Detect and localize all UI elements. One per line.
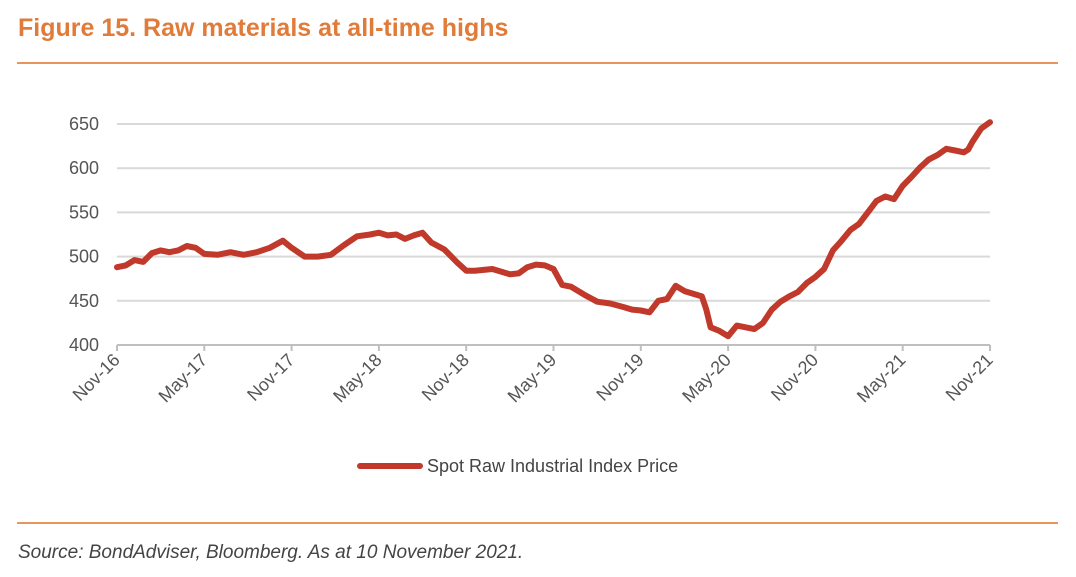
x-axis-tick-labels: Nov-16 May-17 Nov-17 May-18 Nov-18 May-19 Nov-…	[69, 350, 997, 407]
x-tick-label: May-17	[155, 350, 212, 407]
x-tick-label: May-18	[329, 350, 386, 407]
legend: Spot Raw Industrial Index Price	[357, 456, 678, 476]
x-tick-label: May-20	[678, 350, 735, 407]
footer-divider	[17, 522, 1058, 524]
line-chart: 400 450 500 550 600 650 Nov-16 May-17 Nov-17 May…	[69, 114, 997, 476]
x-tick-label: Nov-16	[69, 350, 124, 405]
source-note: Source: BondAdviser, Bloomberg. As at 10…	[18, 542, 524, 563]
y-tick-label-450: 450	[69, 291, 99, 311]
title-divider	[17, 62, 1058, 64]
legend-label: Spot Raw Industrial Index Price	[427, 456, 678, 476]
x-tick-label: May-21	[853, 350, 910, 407]
x-tick-label: Nov-18	[418, 350, 473, 405]
x-tick-label: Nov-17	[243, 350, 298, 405]
y-axis-tick-labels: 400 450 500 550 600 650	[69, 114, 99, 355]
x-axis-ticks	[116, 345, 991, 351]
y-tick-label-400: 400	[69, 335, 99, 355]
y-tick-label-500: 500	[69, 247, 99, 267]
x-tick-label: Nov-20	[767, 350, 822, 405]
figure-title: Figure 15. Raw materials at all-time hig…	[18, 14, 509, 42]
gridlines	[117, 123, 990, 302]
x-tick-label: May-19	[504, 350, 561, 407]
y-tick-label-650: 650	[69, 114, 99, 134]
series-line-spot-raw-industrial-index	[114, 119, 993, 340]
y-tick-label-600: 600	[69, 158, 99, 178]
y-tick-label-550: 550	[69, 202, 99, 222]
x-tick-label: Nov-21	[942, 350, 997, 405]
x-tick-label: Nov-19	[592, 350, 647, 405]
